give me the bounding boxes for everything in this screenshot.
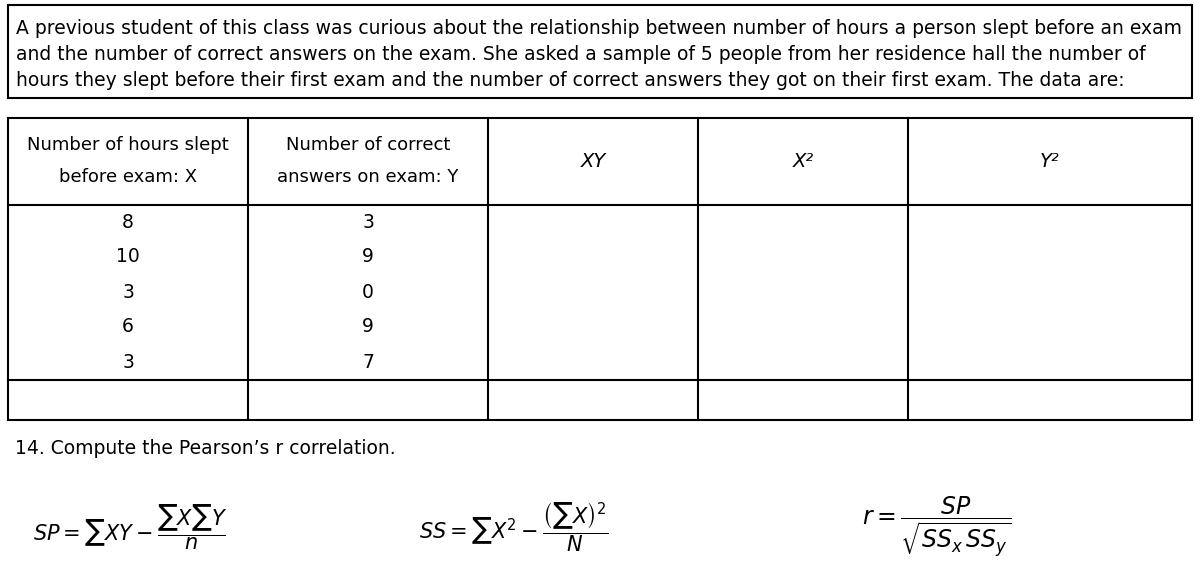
Text: Number of correct: Number of correct bbox=[286, 136, 450, 154]
Text: Y²: Y² bbox=[1040, 152, 1060, 171]
Text: A previous student of this class was curious about the relationship between numb: A previous student of this class was cur… bbox=[16, 19, 1182, 38]
Text: 14. Compute the Pearson’s r correlation.: 14. Compute the Pearson’s r correlation. bbox=[14, 438, 396, 458]
Text: hours they slept before their first exam and the number of correct answers they : hours they slept before their first exam… bbox=[16, 71, 1124, 89]
Text: 9: 9 bbox=[362, 248, 374, 266]
Text: 3: 3 bbox=[122, 282, 134, 302]
Text: 0: 0 bbox=[362, 282, 374, 302]
Text: $r = \dfrac{SP}{\sqrt{SS_x \, SS_y}}$: $r = \dfrac{SP}{\sqrt{SS_x \, SS_y}}$ bbox=[862, 495, 1010, 559]
Text: answers on exam: Y: answers on exam: Y bbox=[277, 169, 458, 187]
Text: 9: 9 bbox=[362, 317, 374, 336]
Text: XY: XY bbox=[581, 152, 606, 171]
Text: 3: 3 bbox=[362, 212, 374, 231]
Text: 8: 8 bbox=[122, 212, 134, 231]
Text: and the number of correct answers on the exam. She asked a sample of 5 people fr: and the number of correct answers on the… bbox=[16, 45, 1146, 64]
Text: 6: 6 bbox=[122, 317, 134, 336]
Text: 3: 3 bbox=[122, 353, 134, 372]
Text: before exam: X: before exam: X bbox=[59, 169, 197, 187]
Text: 7: 7 bbox=[362, 353, 374, 372]
Text: $SP = \sum XY - \dfrac{\sum X \sum Y}{n}$: $SP = \sum XY - \dfrac{\sum X \sum Y}{n}… bbox=[34, 502, 227, 552]
Text: 10: 10 bbox=[116, 248, 140, 266]
Text: X²: X² bbox=[792, 152, 814, 171]
Text: Number of hours slept: Number of hours slept bbox=[28, 136, 229, 154]
Text: $SS = \sum X^2 - \dfrac{\left(\sum X\right)^2}{N}$: $SS = \sum X^2 - \dfrac{\left(\sum X\rig… bbox=[419, 501, 608, 554]
